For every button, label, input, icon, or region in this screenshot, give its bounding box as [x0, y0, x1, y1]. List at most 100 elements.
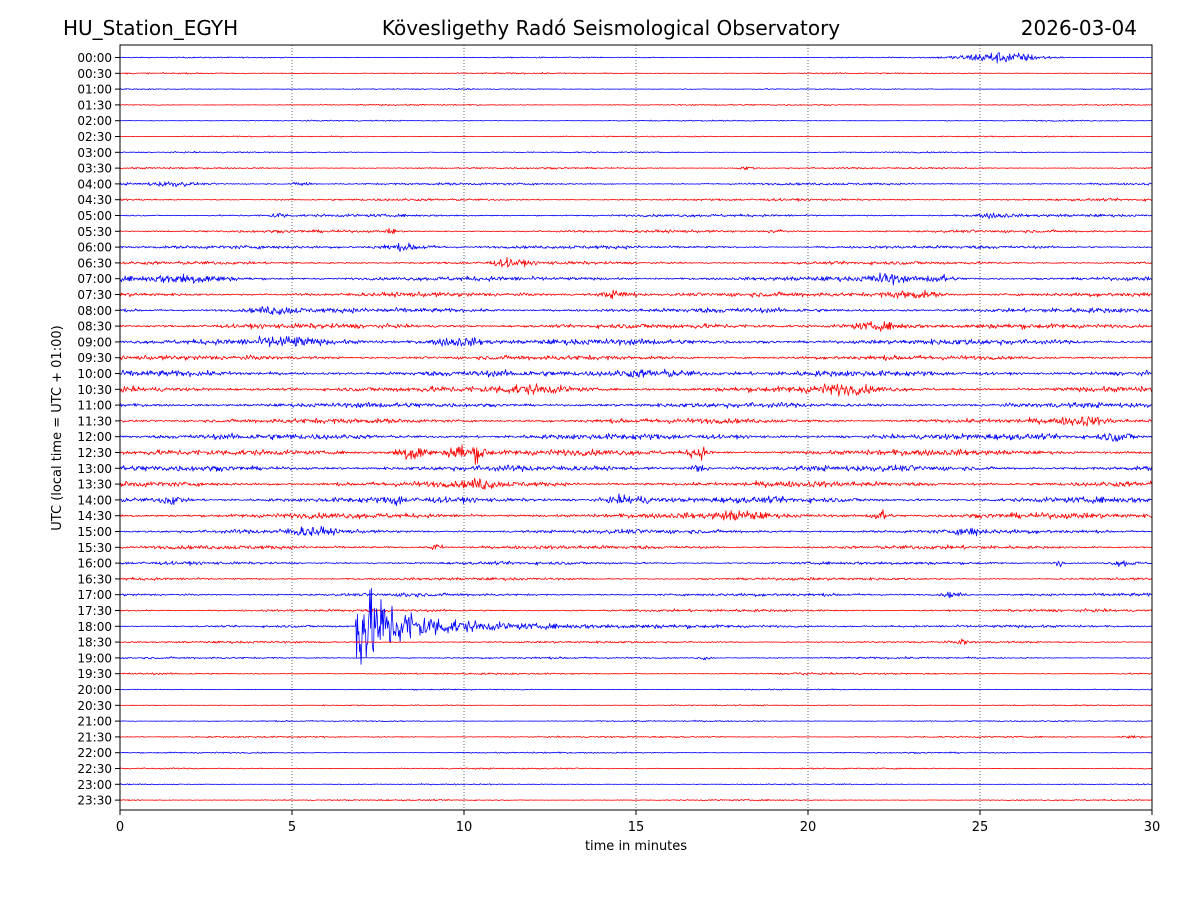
y-tick-label: 07:00 [77, 272, 112, 286]
trace-2230 [119, 767, 1153, 770]
y-tick-label: 21:30 [77, 730, 112, 744]
x-axis-label: time in minutes [585, 839, 687, 854]
trace-0200 [119, 119, 1153, 122]
y-tick-label: 23:30 [77, 794, 112, 808]
x-tick-label: 10 [456, 820, 473, 835]
y-tick-label: 19:00 [77, 651, 112, 665]
y-tick-label: 20:00 [77, 683, 112, 697]
trace-0500 [119, 212, 1153, 220]
x-tick-label: 15 [628, 820, 645, 835]
traces [119, 52, 1153, 802]
x-tick-label: 20 [800, 820, 817, 835]
y-tick-label: 04:30 [77, 193, 112, 207]
y-tick-label: 20:30 [77, 699, 112, 713]
trace-2000 [119, 688, 1153, 691]
trace-2130 [119, 735, 1153, 739]
trace-0230 [119, 135, 1153, 138]
trace-1530 [119, 544, 1153, 551]
grid [291, 45, 981, 810]
trace-1930 [119, 672, 1153, 676]
y-tick-label: 11:00 [77, 399, 112, 413]
trace-1500 [119, 525, 1153, 537]
trace-0630 [119, 256, 1153, 268]
y-tick-label: 17:30 [77, 604, 112, 618]
trace-1330 [119, 477, 1153, 490]
chart-date: 2026-03-04 [1020, 16, 1137, 40]
x-tick-label: 5 [288, 820, 296, 835]
y-tick-label: 16:00 [77, 557, 112, 571]
y-tick-label: 01:00 [77, 83, 112, 97]
trace-0330 [119, 166, 1153, 171]
y-tick-label: 09:30 [77, 351, 112, 365]
x-tick-label: 25 [972, 820, 989, 835]
trace-1600 [119, 560, 1153, 568]
y-tick-label: 03:00 [77, 146, 112, 160]
y-tick-label: 22:00 [77, 746, 112, 760]
y-tick-label: 14:30 [77, 509, 112, 523]
y-tick-label: 14:00 [77, 493, 112, 507]
trace-0530 [119, 227, 1153, 234]
chart-title: Kövesligethy Radó Seismological Observat… [381, 16, 841, 40]
y-tick-label: 08:30 [77, 320, 112, 334]
trace-2330 [119, 798, 1153, 802]
y-tick-label: 06:00 [77, 241, 112, 255]
trace-1430 [119, 509, 1153, 521]
y-tick-label: 06:30 [77, 256, 112, 270]
trace-1300 [119, 464, 1153, 473]
y-tick-label: 05:00 [77, 209, 112, 223]
trace-1630 [120, 576, 1153, 582]
trace-0930 [119, 354, 1153, 361]
station-name: HU_Station_EGYH [63, 16, 239, 40]
trace-1200 [119, 432, 1153, 442]
y-tick-label: 05:30 [77, 225, 112, 239]
y-tick-label: 22:30 [77, 762, 112, 776]
trace-0400 [119, 181, 1153, 188]
y-tick-label: 23:00 [77, 778, 112, 792]
trace-0100 [119, 87, 1153, 91]
trace-2300 [119, 783, 1153, 786]
trace-1900 [119, 656, 1153, 661]
trace-0800 [119, 305, 1153, 315]
y-tick-label: 21:00 [77, 715, 112, 729]
trace-1130 [119, 416, 1153, 427]
y-tick-label: 16:30 [77, 572, 112, 586]
trace-2030 [119, 704, 1153, 707]
trace-0700 [119, 272, 1153, 286]
y-tick-label: 18:00 [77, 620, 112, 634]
trace-0300 [119, 150, 1153, 154]
y-tick-label: 13:00 [77, 462, 112, 476]
y-tick-label: 01:30 [77, 98, 112, 112]
trace-0600 [119, 242, 1153, 252]
x-tick-label: 0 [116, 820, 124, 835]
y-tick-label: 02:30 [77, 130, 112, 144]
x-tick-label: 30 [1144, 820, 1161, 835]
trace-0900 [119, 335, 1153, 348]
trace-2200 [119, 751, 1153, 755]
trace-0430 [119, 197, 1153, 202]
trace-0730 [119, 289, 1153, 300]
trace-0830 [119, 321, 1153, 332]
y-tick-label: 13:30 [77, 478, 112, 492]
y-tick-label: 08:00 [77, 304, 112, 318]
trace-1730 [119, 608, 1153, 613]
y-tick-label: 15:30 [77, 541, 112, 555]
y-tick-label: 12:30 [77, 446, 112, 460]
trace-1700 [119, 591, 1153, 599]
y-tick-label: 17:00 [77, 588, 112, 602]
y-tick-label: 03:30 [77, 162, 112, 176]
trace-1800 [119, 587, 1153, 665]
trace-1100 [119, 401, 1153, 409]
y-tick-label: 15:00 [77, 525, 112, 539]
y-tick-label: 00:00 [77, 51, 112, 65]
y-axis-label: UTC (local time = UTC + 01:00) [50, 325, 65, 530]
trace-1000 [119, 368, 1153, 378]
y-tick-label: 04:00 [77, 177, 112, 191]
y-tick-label: 10:30 [77, 383, 112, 397]
trace-1030 [119, 383, 1153, 397]
y-tick-label: 02:00 [77, 114, 112, 128]
y-tick-label: 09:00 [77, 335, 112, 349]
trace-0030 [119, 71, 1153, 75]
y-tick-label: 11:30 [77, 414, 112, 428]
